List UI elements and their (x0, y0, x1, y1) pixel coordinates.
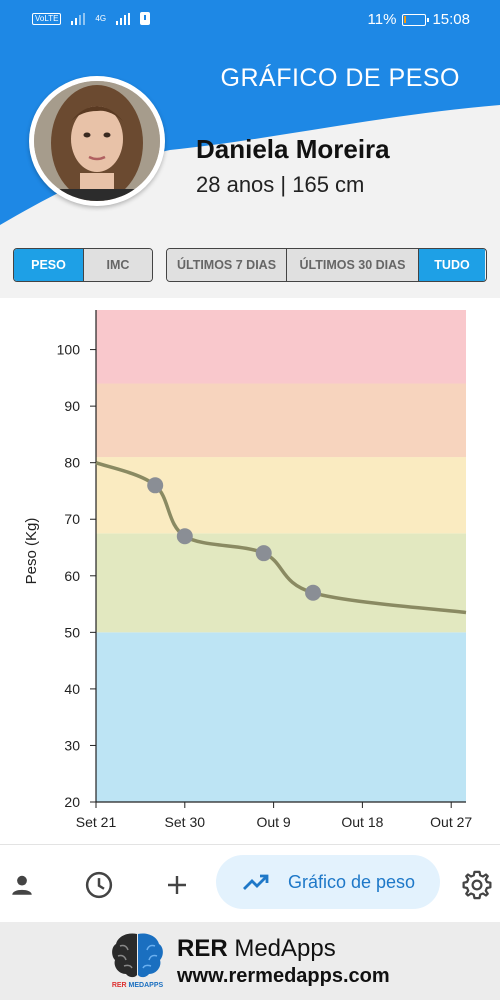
gear-icon (462, 870, 492, 900)
history-icon (85, 871, 113, 899)
range-toggle: ÚLTIMOS 7 DIAS ÚLTIMOS 30 DIAS TUDO (166, 248, 487, 282)
toggle-last-30-days[interactable]: ÚLTIMOS 30 DIAS (287, 249, 419, 281)
band-1 (96, 533, 466, 633)
logo-caption: RER MEDAPPS (111, 982, 164, 989)
volte-badge: VoLTE (32, 12, 62, 25)
band-4 (96, 310, 466, 384)
metric-toggle: PESO IMC (13, 248, 153, 282)
y-tick-label-20: 20 (64, 794, 80, 810)
brand-text: RER MedApps www.rermedapps.com (177, 935, 390, 988)
user-name: Daniela Moreira (196, 134, 390, 164)
y-tick-label-30: 30 (64, 737, 80, 753)
nav-settings[interactable] (461, 869, 493, 901)
band-0 (96, 632, 466, 802)
clock: 15:08 (432, 11, 470, 28)
y-tick-label-100: 100 (57, 342, 81, 358)
y-tick-label-70: 70 (64, 511, 80, 527)
y-axis-label: Peso (Kg) (23, 518, 40, 585)
brand-url[interactable]: www.rermedapps.com (177, 964, 390, 987)
nav-weight-chart[interactable]: Gráfico de peso (216, 855, 440, 909)
data-point-3 (255, 545, 272, 562)
plus-icon (168, 876, 186, 894)
battery-percent: 11% (367, 11, 397, 28)
band-3 (96, 383, 466, 458)
toggle-all[interactable]: TUDO (419, 249, 485, 281)
bottom-nav: Gráfico de peso (0, 844, 500, 922)
y-tick-label-60: 60 (64, 568, 80, 584)
x-tick-label-4: Out 27 (430, 814, 472, 830)
nav-history[interactable] (83, 869, 115, 901)
brand-name: RER MedApps (177, 934, 336, 962)
avatar-photo (34, 81, 160, 201)
band-2 (96, 457, 466, 534)
avatar[interactable] (29, 76, 165, 206)
y-tick-label-90: 90 (64, 398, 80, 414)
data-point-2 (176, 528, 193, 545)
sponsor-banner[interactable]: RER MEDAPPS RER MedApps www.rermedapps.c… (0, 922, 500, 1000)
toggle-imc[interactable]: IMC (84, 249, 152, 281)
person-icon (12, 875, 32, 895)
page-title: GRÁFICO DE PESO (220, 64, 460, 92)
brain-icon (112, 933, 163, 978)
x-tick-label-1: Set 30 (165, 814, 206, 830)
signal-icon (71, 12, 86, 25)
x-tick-label-2: Out 9 (256, 814, 290, 830)
nav-profile[interactable] (6, 869, 38, 901)
user-info: 28 anos | 165 cm (196, 172, 365, 197)
notification-icon (140, 12, 151, 25)
brand-logo: RER MEDAPPS (110, 930, 165, 992)
battery-icon (402, 13, 430, 26)
network-label: 4G (95, 14, 107, 23)
signal-icon-2 (116, 12, 131, 25)
y-tick-label-50: 50 (64, 624, 80, 640)
data-point-4 (305, 584, 322, 601)
toggle-peso[interactable]: PESO (14, 249, 84, 281)
app-header: VoLTE 4G 11% 15:08 GRÁFICO DE PESO Danie… (0, 0, 500, 230)
weight-chart: 20 30 40 50 60 70 80 90 100 Set 21 Set 30 Out 9 Out… (0, 298, 500, 844)
x-tick-label-0: Set 21 (76, 814, 117, 830)
toggle-last-7-days[interactable]: ÚLTIMOS 7 DIAS (167, 249, 287, 281)
y-tick-label-40: 40 (64, 681, 80, 697)
header-background (0, 0, 500, 225)
chart-svg: 20 30 40 50 60 70 80 90 100 Set 21 Set 30 Out 9 Out… (23, 310, 472, 830)
y-tick-label-80: 80 (64, 455, 80, 471)
trending-up-icon (243, 874, 269, 890)
data-point-1 (147, 477, 164, 494)
x-tick-label-3: Out 18 (341, 814, 383, 830)
nav-weight-chart-label: Gráfico de peso (288, 871, 416, 892)
status-bar: VoLTE 4G 11% 15:08 (0, 0, 500, 40)
nav-add[interactable] (161, 869, 193, 901)
